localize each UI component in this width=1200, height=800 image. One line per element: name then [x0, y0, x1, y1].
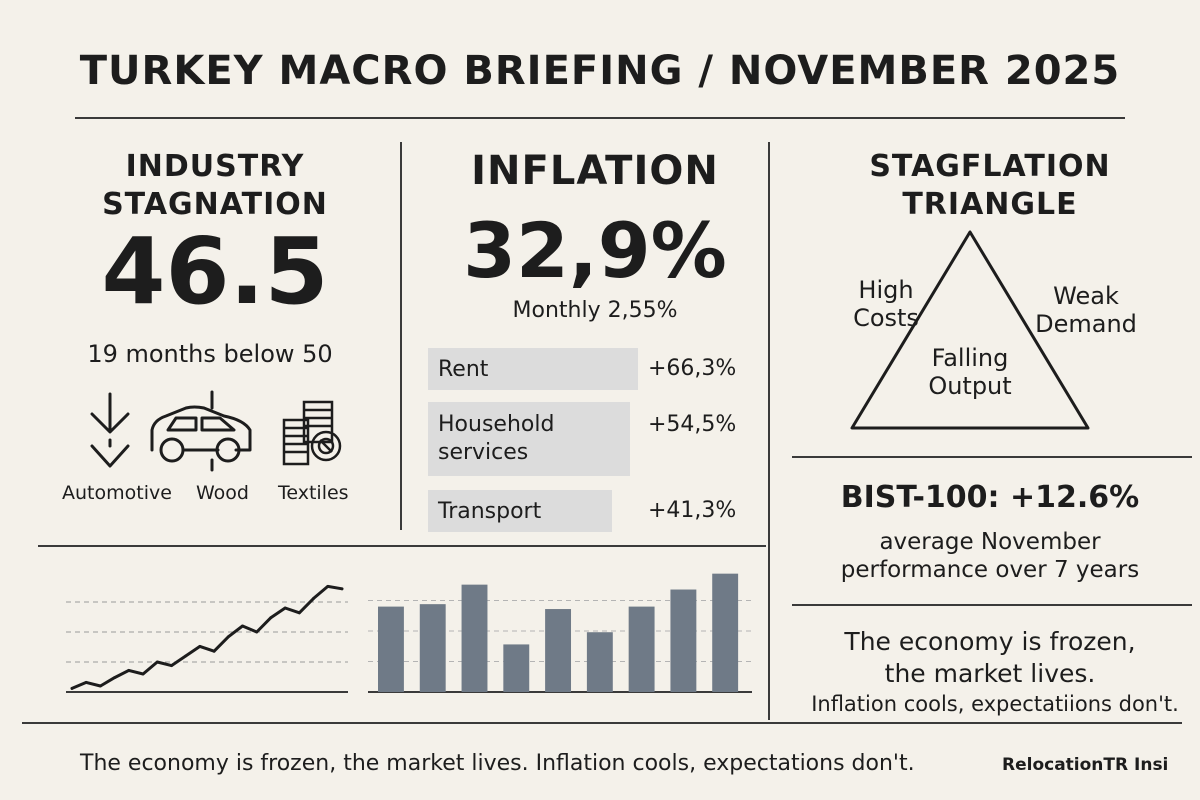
category-household-value: +54,5% — [648, 412, 737, 437]
right-divider-2 — [792, 604, 1192, 606]
bar-chart — [368, 573, 752, 693]
line-point — [255, 630, 259, 634]
category-household-label-line2: services — [438, 440, 529, 465]
down-arrow-icon — [90, 392, 130, 468]
bist-sub-line2: performance over 7 years — [840, 557, 1140, 583]
category-transport-label: Transport — [438, 498, 542, 524]
quote-block: The economy is frozen, the market lives. — [790, 626, 1190, 690]
line-point — [170, 664, 173, 667]
line-point — [84, 681, 88, 684]
column-divider-right — [768, 142, 770, 720]
triangle-right-line2: Demand — [1035, 310, 1137, 338]
stagflation-heading-line1: STAGFLATION — [869, 149, 1111, 184]
column-divider-left — [400, 142, 402, 530]
line-point — [226, 635, 230, 639]
bar — [378, 606, 404, 692]
industry-heading-line2: STAGNATION — [102, 187, 328, 222]
category-rent: Rent — [428, 348, 638, 390]
line-point — [113, 676, 117, 679]
category-transport-value: +41,3% — [648, 498, 737, 523]
line-point — [141, 672, 145, 676]
bar — [545, 609, 572, 692]
line-point — [184, 654, 188, 658]
bar — [586, 632, 613, 692]
sector-label-automotive: Automotive — [62, 482, 172, 504]
line-chart — [66, 584, 348, 693]
line-series — [70, 584, 344, 690]
coin-stack-icon — [282, 400, 342, 466]
triangle-left-line1: High — [858, 276, 914, 304]
bar — [628, 606, 655, 692]
line-point — [312, 597, 315, 600]
line-point — [99, 684, 102, 688]
inflation-heading: INFLATION — [471, 148, 719, 194]
line-point — [269, 616, 273, 619]
triangle-label-falling-output: Falling Output — [906, 344, 1034, 400]
right-divider-1 — [792, 456, 1192, 458]
title-divider — [75, 117, 1125, 119]
stagflation-heading: STAGFLATION TRIANGLE — [790, 148, 1190, 224]
stagflation-heading-line2: TRIANGLE — [902, 187, 1078, 222]
category-household-label-line1: Household — [438, 412, 555, 437]
bar — [461, 584, 488, 692]
quote-line2: the market lives. — [884, 659, 1096, 688]
footer-divider — [22, 722, 1182, 724]
charts-top-divider — [38, 545, 766, 547]
category-rent-label: Rent — [438, 356, 489, 382]
car-icon — [150, 390, 252, 472]
line-point — [212, 649, 216, 653]
quote-line3: Inflation cools, expectatiions don't. — [811, 692, 1179, 716]
inflation-monthly: Monthly 2,55% — [512, 298, 678, 323]
quote-line1: The economy is frozen, — [844, 627, 1136, 656]
pmi-value: 46.5 — [101, 218, 329, 325]
industry-heading: INDUSTRY STAGNATION — [60, 148, 370, 224]
bar — [419, 604, 446, 692]
inflation-value: 32,9% — [463, 206, 727, 295]
industry-heading-line1: INDUSTRY — [125, 149, 305, 184]
bar — [503, 644, 530, 692]
stagflation-triangle — [850, 230, 1090, 430]
line-point — [241, 624, 244, 628]
page-title: TURKEY MACRO BRIEFING / NOVEMBER 2025 — [79, 48, 1121, 94]
footer-tagline: The economy is frozen, the market lives.… — [80, 751, 915, 776]
line-point — [155, 660, 159, 664]
line-point — [127, 669, 131, 672]
bist-headline: BIST-100: +12.6% — [840, 480, 1140, 515]
line-point — [70, 687, 74, 690]
sector-label-wood: Wood — [196, 482, 249, 504]
triangle-label-weak-demand: Weak Demand — [1016, 282, 1156, 338]
bist-sub-line1: average November — [879, 529, 1101, 555]
category-rent-value: +66,3% — [648, 356, 737, 381]
line-point — [340, 587, 344, 591]
line-point — [198, 645, 202, 648]
pmi-subtitle: 19 months below 50 — [87, 340, 333, 368]
triangle-center-line2: Output — [928, 372, 1012, 400]
category-household: Household services — [428, 402, 630, 476]
line-point — [283, 606, 287, 610]
brand-name: RelocationTR Insi — [1002, 755, 1169, 775]
line-point — [326, 585, 330, 588]
sector-label-textiles: Textiles — [278, 482, 349, 504]
triangle-left-line2: Costs — [853, 304, 919, 332]
category-transport: Transport — [428, 490, 612, 532]
bist-subtitle: average November performance over 7 year… — [790, 528, 1190, 584]
line-point — [297, 611, 301, 615]
bar — [670, 589, 697, 692]
triangle-right-line1: Weak — [1053, 282, 1119, 310]
triangle-center-line1: Falling — [931, 344, 1009, 372]
bar — [712, 573, 739, 692]
triangle-label-high-costs: High Costs — [826, 276, 946, 332]
